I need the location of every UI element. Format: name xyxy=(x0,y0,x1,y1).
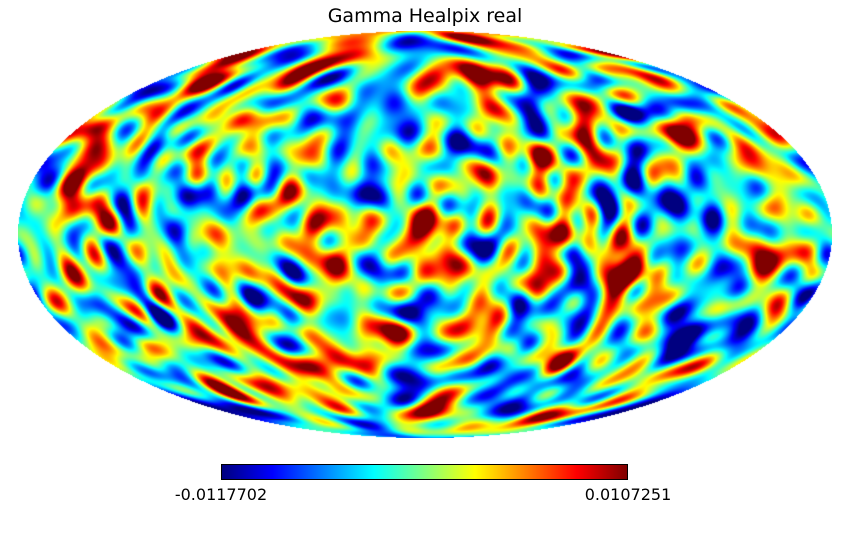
colorbar-max-label: 0.0107251 xyxy=(584,485,672,504)
colorbar xyxy=(221,464,628,480)
healpix-sky-map xyxy=(18,31,832,438)
plot-title: Gamma Healpix real xyxy=(327,5,523,27)
colorbar-min-label: -0.0117702 xyxy=(174,485,268,504)
mollweide-map xyxy=(18,31,832,438)
